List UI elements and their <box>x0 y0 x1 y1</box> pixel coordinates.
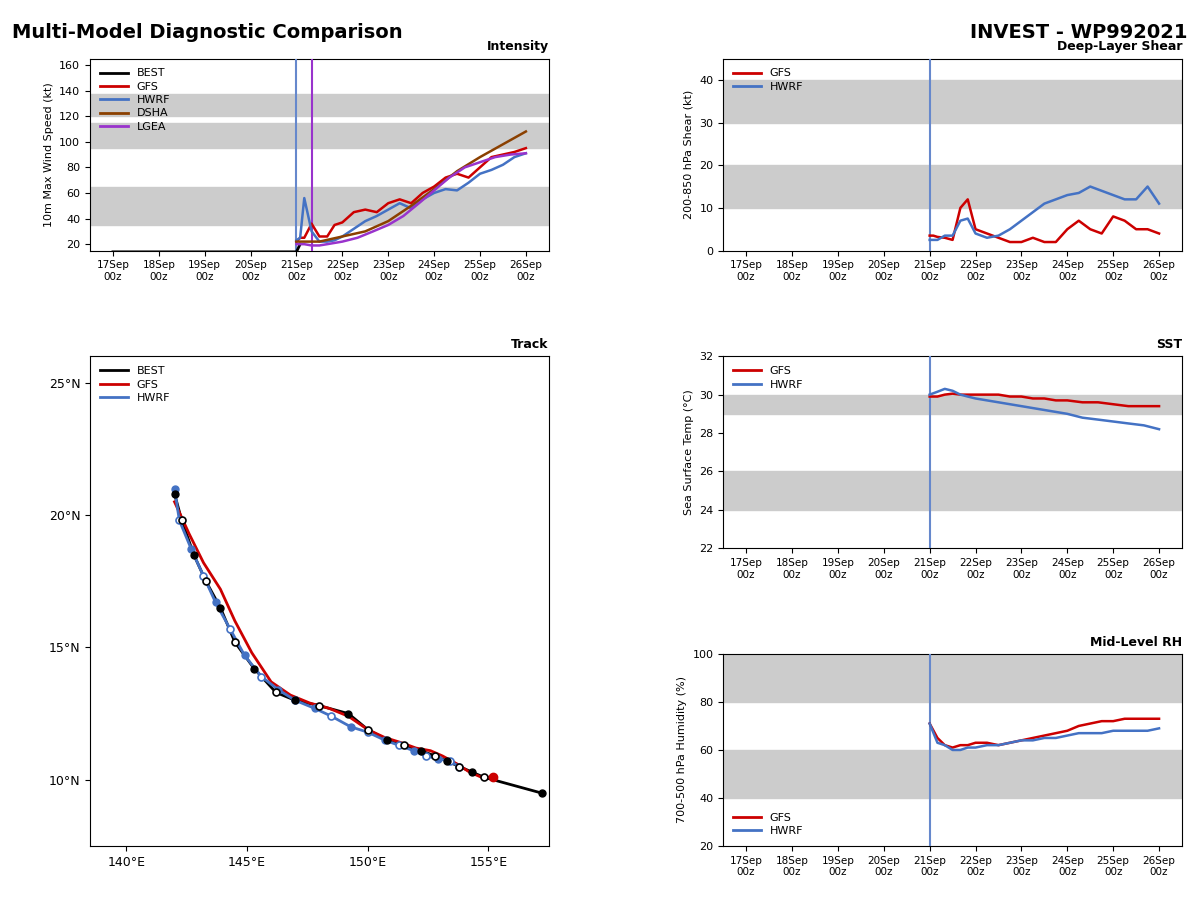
Legend: BEST, GFS, HWRF: BEST, GFS, HWRF <box>96 362 175 408</box>
Text: SST: SST <box>1156 338 1182 351</box>
Bar <box>724 472 1182 510</box>
Bar <box>724 394 1182 414</box>
Bar <box>90 122 548 148</box>
Text: CIRA: CIRA <box>34 863 74 878</box>
Bar <box>90 94 548 116</box>
Text: Mid-Level RH: Mid-Level RH <box>1090 635 1182 649</box>
Bar <box>90 186 548 225</box>
Text: Intensity: Intensity <box>487 40 548 53</box>
Legend: BEST, GFS, HWRF, DSHA, LGEA: BEST, GFS, HWRF, DSHA, LGEA <box>96 64 175 136</box>
Bar <box>724 80 1182 122</box>
Text: Deep-Layer Shear: Deep-Layer Shear <box>1056 40 1182 53</box>
Legend: GFS, HWRF: GFS, HWRF <box>728 808 808 841</box>
Text: Track: Track <box>511 338 548 351</box>
Bar <box>724 750 1182 798</box>
Text: Multi-Model Diagnostic Comparison: Multi-Model Diagnostic Comparison <box>12 22 403 41</box>
Y-axis label: 700-500 hPa Humidity (%): 700-500 hPa Humidity (%) <box>677 677 686 824</box>
Legend: GFS, HWRF: GFS, HWRF <box>728 64 808 96</box>
Bar <box>724 166 1182 208</box>
Text: INVEST - WP992021: INVEST - WP992021 <box>971 22 1188 41</box>
Y-axis label: 10m Max Wind Speed (kt): 10m Max Wind Speed (kt) <box>43 82 54 227</box>
Legend: GFS, HWRF: GFS, HWRF <box>728 362 808 394</box>
Y-axis label: 200-850 hPa Shear (kt): 200-850 hPa Shear (kt) <box>684 90 694 220</box>
Y-axis label: Sea Surface Temp (°C): Sea Surface Temp (°C) <box>684 390 694 515</box>
Bar <box>724 654 1182 702</box>
